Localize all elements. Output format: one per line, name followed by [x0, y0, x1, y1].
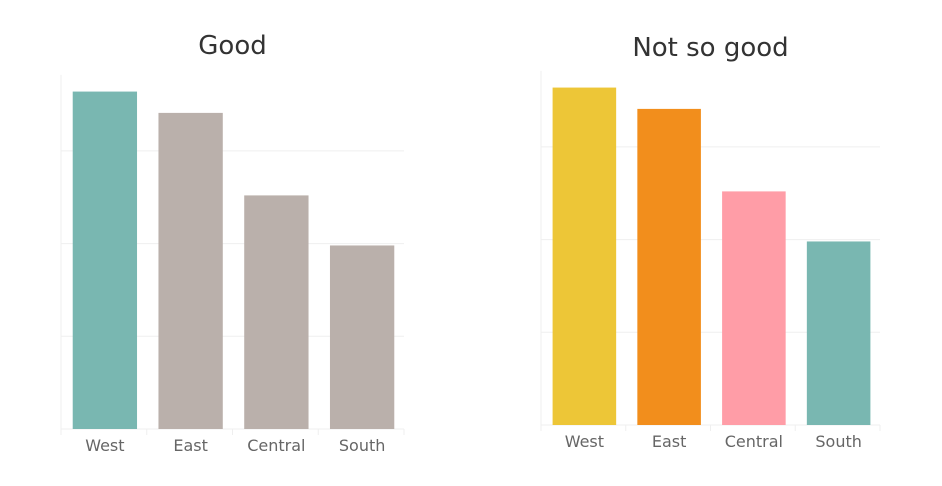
bar-central	[244, 195, 309, 429]
x-tick-label: West	[85, 436, 124, 455]
bar-south	[329, 245, 395, 429]
chart-title: Good	[198, 31, 266, 61]
chart-title: Not so good	[632, 33, 788, 63]
x-tick-label: South	[339, 436, 386, 455]
x-tick-label: Central	[247, 436, 305, 455]
x-tick-label: East	[173, 436, 208, 455]
bar-east	[637, 108, 701, 425]
bar-east	[158, 112, 223, 429]
x-tick-label: Central	[725, 432, 783, 451]
bar-central	[722, 191, 786, 425]
x-tick-label: East	[652, 432, 687, 451]
bar-west	[552, 87, 617, 426]
bar-south	[806, 241, 871, 425]
x-tick-label: South	[815, 432, 862, 451]
x-tick-label: West	[565, 432, 604, 451]
bar-west	[72, 91, 138, 430]
